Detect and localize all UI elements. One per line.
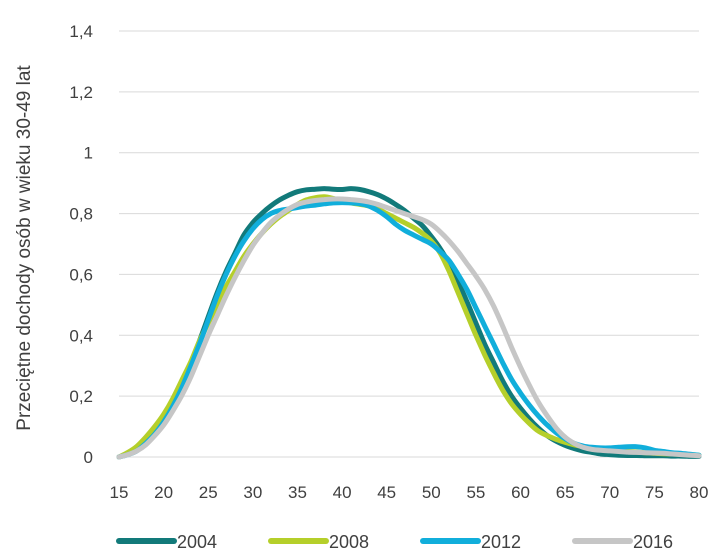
y-tick-label: 0,8 — [69, 205, 93, 224]
x-tick-label: 45 — [377, 483, 396, 502]
x-tick-label: 80 — [690, 483, 709, 502]
series-lines — [116, 186, 702, 460]
y-tick-label: 0 — [84, 448, 93, 467]
x-axis-ticks: 15 20 25 30 35 40 45 50 55 60 65 70 75 80 — [110, 483, 709, 502]
y-axis-title: Przeciętne dochody osób w wieku 30-49 la… — [14, 65, 35, 431]
x-tick-label: 70 — [600, 483, 619, 502]
x-tick-label: 30 — [243, 483, 262, 502]
x-tick-label: 15 — [110, 483, 129, 502]
y-tick-label: 1,4 — [69, 22, 93, 41]
legend-label-2012: 2012 — [481, 532, 521, 549]
x-tick-label: 75 — [645, 483, 664, 502]
y-tick-label: 1,2 — [69, 83, 93, 102]
legend: 2004 2008 2012 2016 — [116, 532, 673, 549]
x-tick-label: 65 — [556, 483, 575, 502]
legend-label-2016: 2016 — [633, 532, 673, 549]
x-tick-label: 50 — [422, 483, 441, 502]
x-tick-label: 35 — [288, 483, 307, 502]
series-line-2016 — [116, 196, 702, 460]
y-tick-label: 0,2 — [69, 387, 93, 406]
x-tick-label: 25 — [199, 483, 218, 502]
y-tick-label: 0,4 — [69, 326, 93, 345]
gridlines — [119, 30, 699, 458]
y-tick-label: 1 — [84, 144, 93, 163]
x-tick-label: 20 — [154, 483, 173, 502]
y-axis-ticks: 0 0,2 0,4 0,6 0,8 1 1,2 1,4 — [69, 22, 93, 467]
legend-label-2004: 2004 — [177, 532, 217, 549]
y-tick-label: 0,6 — [69, 265, 93, 284]
legend-label-2008: 2008 — [329, 532, 369, 549]
series-line-2012 — [116, 200, 702, 460]
x-tick-label: 60 — [511, 483, 530, 502]
x-tick-label: 55 — [466, 483, 485, 502]
x-tick-label: 40 — [333, 483, 352, 502]
